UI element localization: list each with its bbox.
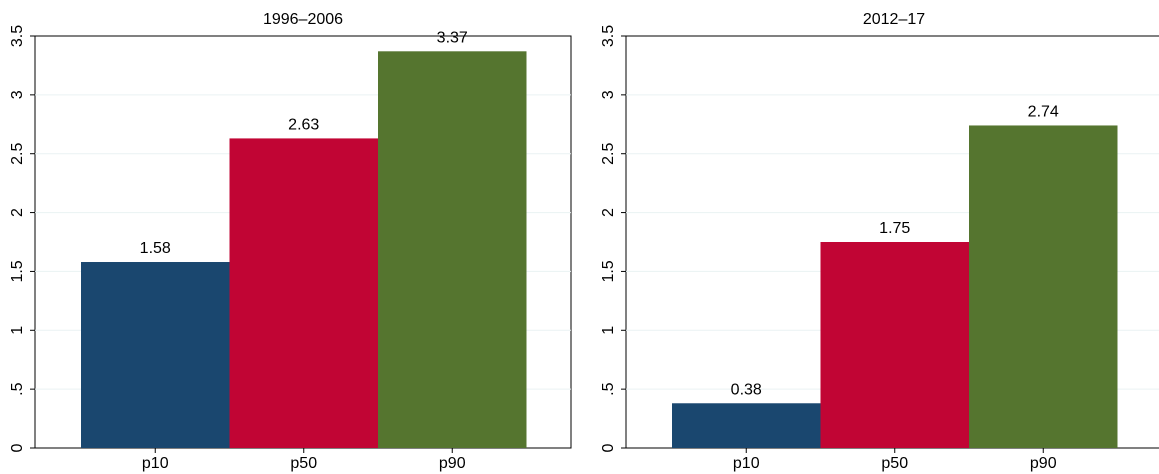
- data-label: 1.75: [879, 220, 910, 237]
- x-axis-ticks: p10 p50 p90: [142, 448, 466, 472]
- data-labels: 0.38 1.75 2.74: [731, 103, 1059, 398]
- y-axis-ticks: 0 .5 1 1.5 2 2.5 3 3.5: [600, 25, 626, 452]
- bar: [81, 262, 230, 448]
- bar: [229, 138, 378, 448]
- data-label: 0.38: [731, 381, 762, 398]
- bar: [672, 403, 821, 448]
- data-label: 3.37: [437, 29, 468, 46]
- x-tick-label: p50: [881, 455, 908, 472]
- y-tick-label: 3.5: [9, 25, 26, 47]
- data-labels: 1.58 2.63 3.37: [140, 29, 468, 257]
- chart-title: 2012–17: [863, 11, 925, 28]
- y-tick-label: 2: [600, 208, 617, 217]
- y-tick-label: 2: [9, 208, 26, 217]
- x-tick-label: p10: [733, 455, 760, 472]
- y-tick-label: 3: [9, 90, 26, 99]
- y-tick-label: 1.5: [9, 260, 26, 282]
- y-tick-label: 3: [600, 90, 617, 99]
- x-tick-label: p90: [1030, 455, 1057, 472]
- y-tick-label: 2.5: [9, 142, 26, 164]
- y-tick-label: 1.5: [600, 260, 617, 282]
- bars: [672, 125, 1118, 448]
- y-tick-label: 0: [600, 443, 617, 452]
- y-tick-label: 0: [9, 443, 26, 452]
- bars: [81, 51, 527, 448]
- chart-panel-1: 1996–2006 1.58 2.63 3.37 0 .5 1 1.5 2 2.5 3 3.5 p…: [9, 11, 572, 472]
- bar: [820, 242, 969, 448]
- x-tick-label: p50: [290, 455, 317, 472]
- x-tick-label: p90: [439, 455, 466, 472]
- data-label: 1.58: [140, 240, 171, 257]
- chart-panel-2: 2012–17 0.38 1.75 2.74 0 .5 1 1.5 2 2.5 3 3.5 p10…: [600, 11, 1159, 472]
- y-tick-label: 3.5: [600, 25, 617, 47]
- data-label: 2.74: [1028, 103, 1059, 120]
- y-tick-label: .5: [600, 382, 617, 395]
- x-axis-ticks: p10 p50 p90: [733, 448, 1057, 472]
- bar: [969, 125, 1118, 448]
- y-tick-label: 1: [600, 326, 617, 335]
- x-tick-label: p10: [142, 455, 169, 472]
- chart-title: 1996–2006: [263, 11, 343, 28]
- y-tick-label: 2.5: [600, 142, 617, 164]
- y-tick-label: .5: [9, 382, 26, 395]
- data-label: 2.63: [288, 116, 319, 133]
- y-axis-ticks: 0 .5 1 1.5 2 2.5 3 3.5: [9, 25, 35, 452]
- bar: [378, 51, 527, 448]
- y-tick-label: 1: [9, 326, 26, 335]
